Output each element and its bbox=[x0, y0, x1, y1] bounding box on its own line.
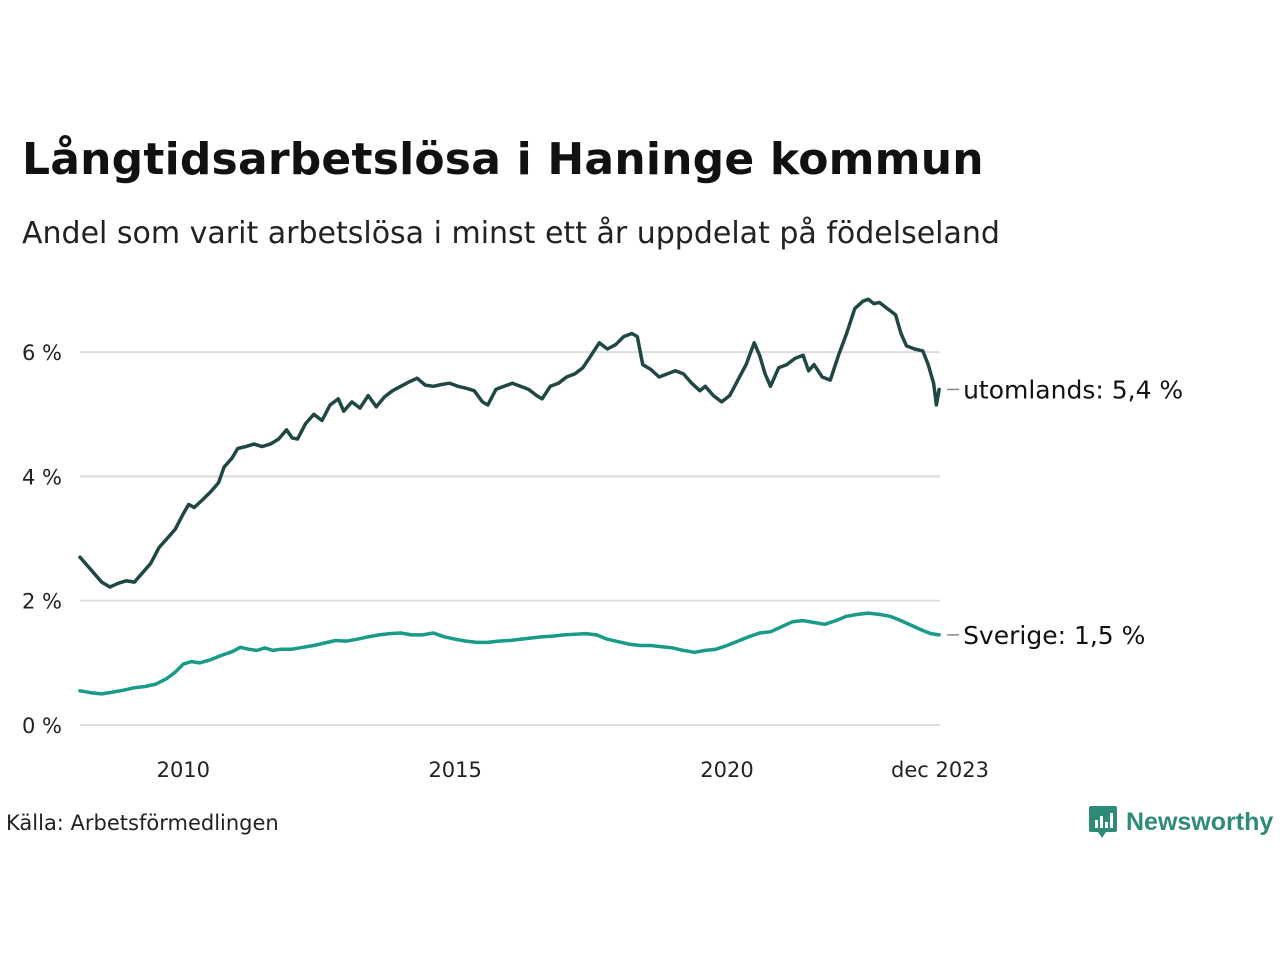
x-tick-label: 2015 bbox=[428, 758, 481, 782]
x-tick-label: dec 2023 bbox=[891, 758, 989, 782]
y-axis: 0 % 2 % 4 % 6 % bbox=[22, 341, 62, 738]
chart-title: Långtidsarbetslösa i Haninge kommun bbox=[22, 134, 984, 185]
newsworthy-logo-icon bbox=[1089, 806, 1117, 838]
series-line-utomlands bbox=[78, 297, 941, 589]
end-label-sverige: Sverige: 1,5 % bbox=[963, 621, 1145, 650]
newsworthy-logo: Newsworthy bbox=[1088, 805, 1273, 839]
gridlines bbox=[80, 351, 940, 726]
end-label-utomlands: utomlands: 5,4 % bbox=[963, 375, 1183, 404]
newsworthy-logo-text: Newsworthy bbox=[1126, 807, 1274, 836]
series-lines bbox=[78, 297, 941, 696]
series-line-sverige bbox=[78, 611, 941, 696]
chart-subtitle: Andel som varit arbetslösa i minst ett å… bbox=[22, 216, 1000, 251]
x-tick-label: 2010 bbox=[157, 758, 210, 782]
y-tick-label: 4 % bbox=[22, 465, 62, 489]
end-labels: utomlands: 5,4 % Sverige: 1,5 % bbox=[947, 375, 1183, 650]
y-tick-label: 2 % bbox=[22, 590, 62, 614]
y-tick-label: 0 % bbox=[22, 714, 62, 738]
source-note: Källa: Arbetsförmedlingen bbox=[6, 811, 279, 835]
x-tick-label: 2020 bbox=[700, 758, 753, 782]
x-axis: 2010 2015 2020 dec 2023 bbox=[157, 758, 989, 782]
y-tick-label: 6 % bbox=[22, 341, 62, 365]
